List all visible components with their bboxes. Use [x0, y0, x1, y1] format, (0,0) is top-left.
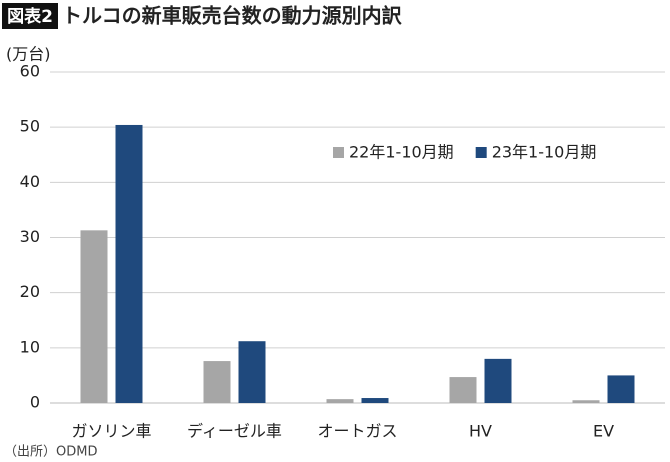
bar — [115, 124, 143, 404]
label-box — [2, 3, 58, 29]
bar — [484, 358, 512, 403]
bar — [80, 230, 108, 403]
bar — [607, 375, 635, 403]
legend-swatch — [475, 147, 487, 158]
y-tick-label: 40 — [20, 172, 40, 191]
bar — [203, 361, 231, 403]
bar — [449, 377, 477, 403]
bar — [238, 341, 266, 403]
y-tick-label: 30 — [20, 227, 40, 246]
legend-swatch — [333, 147, 344, 158]
legend-label: 22年1-10月期 — [349, 143, 454, 162]
legend-label: 23年1-10月期 — [492, 143, 597, 162]
x-tick-label: ディーゼル車 — [187, 422, 282, 441]
source: （出所）ODMD — [4, 445, 97, 460]
y-tick-label: 20 — [20, 282, 40, 301]
chart-title: トルコの新車販売台数の動力源別内訳 — [62, 4, 403, 28]
x-tick-label: EV — [593, 422, 614, 441]
bar — [572, 400, 600, 403]
x-tick-label: オートガス — [317, 422, 397, 441]
y-tick-label: 0 — [30, 393, 40, 412]
y-tick-label: 50 — [20, 117, 40, 136]
bar — [326, 399, 354, 403]
x-tick-label: ガソリン車 — [71, 422, 151, 441]
y-tick-label: 10 — [20, 337, 40, 356]
y-tick-label: 60 — [20, 62, 40, 81]
y-axis-label: (万台) — [6, 45, 51, 64]
chart-label: 図表2 — [7, 6, 53, 27]
x-tick-label: HV — [469, 422, 492, 441]
bar — [361, 398, 389, 403]
